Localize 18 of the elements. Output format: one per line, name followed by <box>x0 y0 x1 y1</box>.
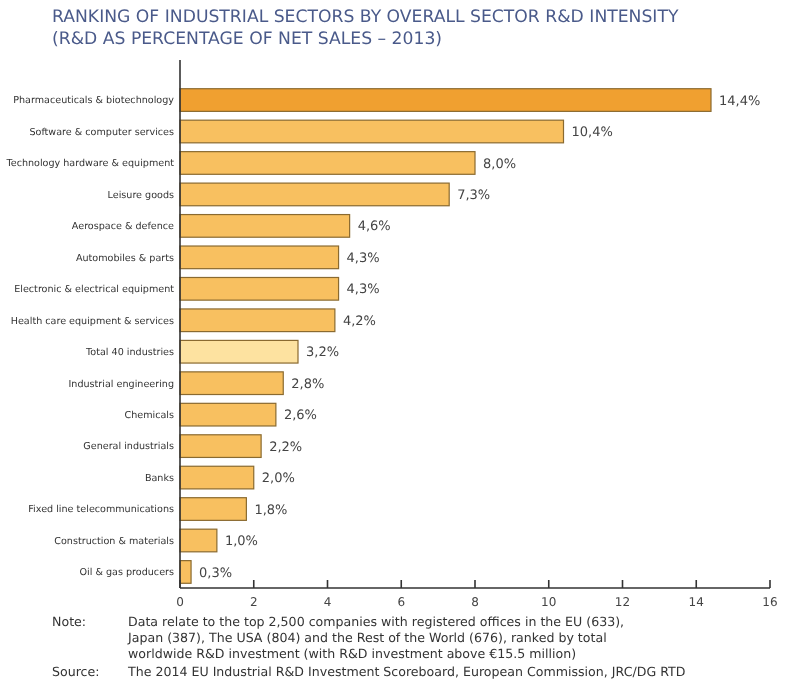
bar <box>179 151 476 175</box>
bar <box>179 119 565 144</box>
bar <box>179 402 277 427</box>
bar <box>179 497 247 521</box>
bar <box>179 276 340 301</box>
bar <box>179 371 284 396</box>
bar <box>179 560 192 584</box>
bar <box>179 88 712 112</box>
chart-subtitle: (R&D AS PERCENTAGE OF NET SALES – 2013) <box>52 30 443 50</box>
bar <box>179 465 255 490</box>
bar <box>179 528 218 553</box>
bar <box>179 339 299 364</box>
bar <box>179 434 262 459</box>
bar <box>179 245 340 270</box>
chart-title: RANKING OF INDUSTRIAL SECTORS BY OVERALL SECTOR R&D INTENSITY <box>52 8 680 28</box>
bar <box>179 182 450 207</box>
bar <box>179 308 336 333</box>
bar <box>179 213 351 238</box>
